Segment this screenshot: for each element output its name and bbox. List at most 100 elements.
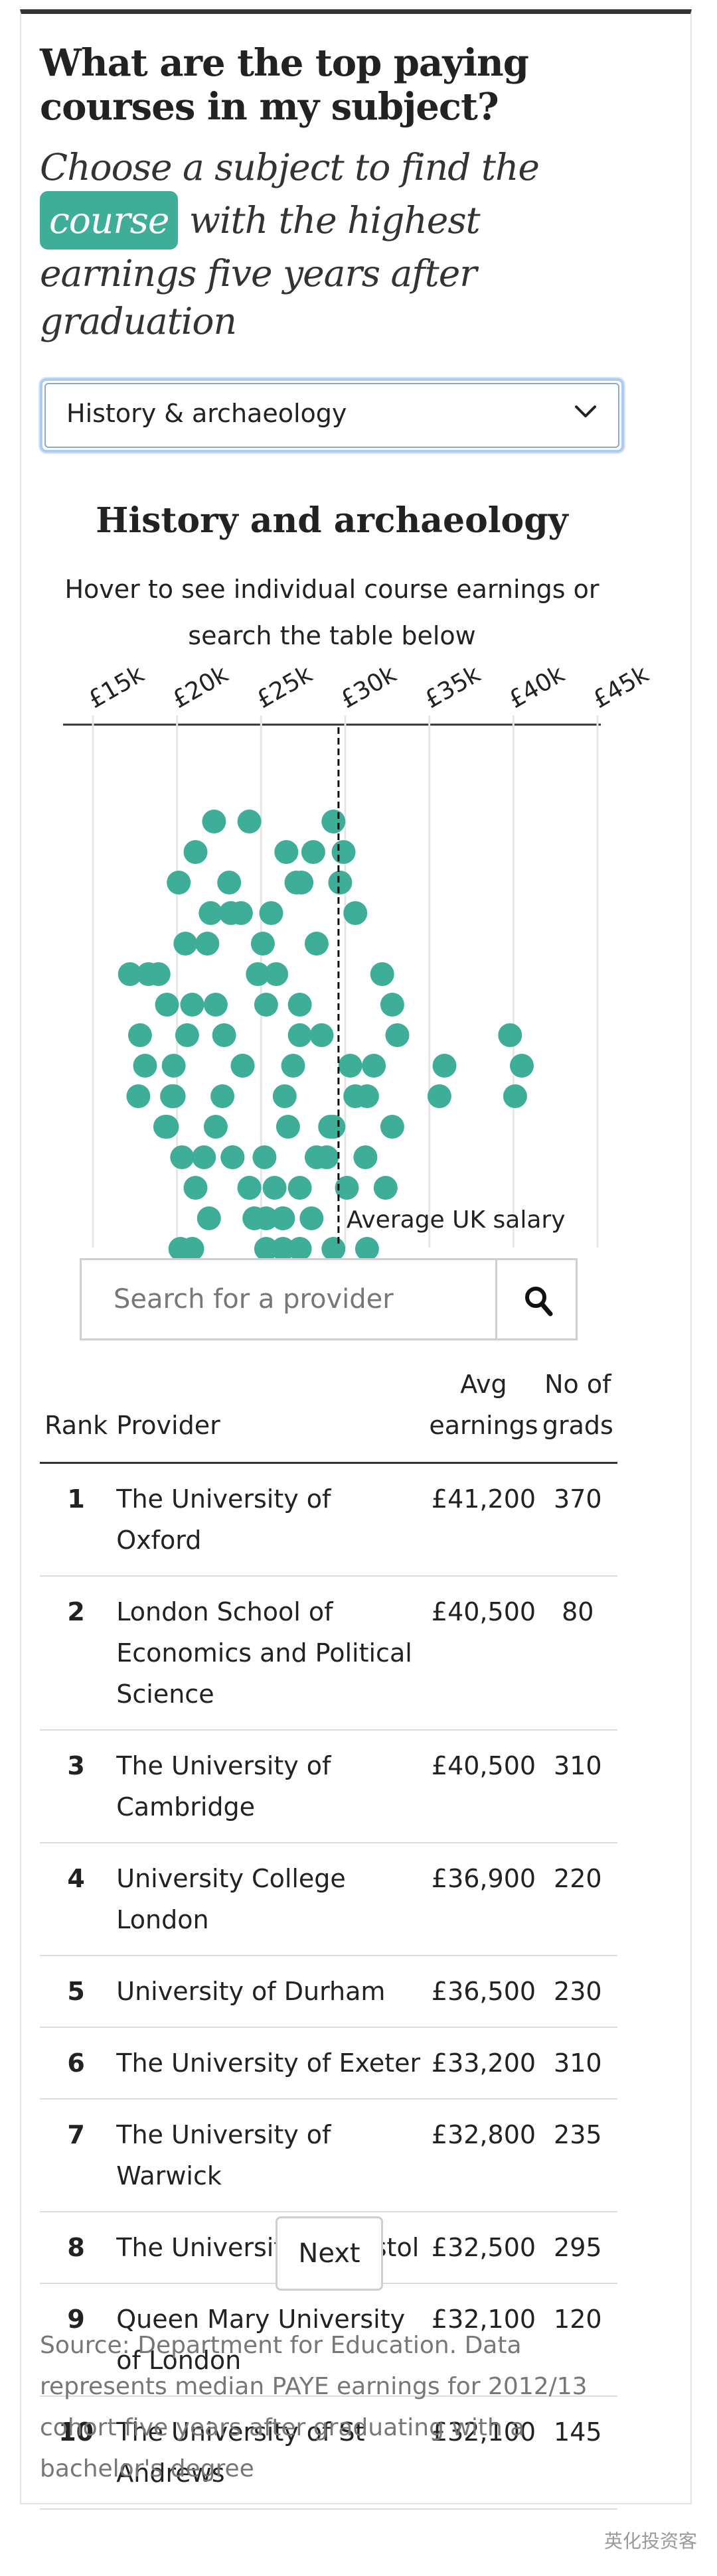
- course-point[interactable]: [301, 840, 325, 864]
- course-point[interactable]: [262, 1176, 287, 1200]
- intro: What are the top paying courses in my su…: [40, 41, 624, 659]
- cell-rank: 6: [67, 2048, 85, 2078]
- course-point[interactable]: [373, 1176, 398, 1200]
- cell-grads: 370: [554, 1484, 602, 1514]
- course-point[interactable]: [183, 840, 208, 864]
- course-point[interactable]: [338, 1054, 362, 1078]
- course-point[interactable]: [432, 1054, 457, 1078]
- cell-provider: University of Durham: [116, 1977, 386, 2006]
- course-point[interactable]: [498, 1023, 522, 1047]
- course-point[interactable]: [250, 932, 275, 956]
- course-point[interactable]: [287, 1237, 312, 1261]
- course-point[interactable]: [343, 901, 368, 925]
- course-point[interactable]: [133, 1054, 157, 1078]
- course-point[interactable]: [510, 1054, 534, 1078]
- cell-earnings: £32,100: [431, 2305, 536, 2334]
- course-point[interactable]: [195, 932, 220, 956]
- course-point[interactable]: [304, 1145, 329, 1169]
- cell-earnings: £32,800: [431, 2120, 536, 2149]
- table-row: 2 London School of Economics and Politica…: [40, 1576, 617, 1730]
- course-point[interactable]: [328, 871, 353, 894]
- course-point[interactable]: [287, 1176, 312, 1200]
- course-point[interactable]: [427, 1084, 451, 1108]
- cell-rank: 3: [67, 1751, 85, 1780]
- course-point[interactable]: [362, 1054, 386, 1078]
- course-point[interactable]: [287, 993, 312, 1017]
- course-point[interactable]: [271, 1206, 295, 1230]
- course-point[interactable]: [199, 901, 223, 925]
- course-point[interactable]: [254, 1237, 278, 1261]
- course-point[interactable]: [321, 1115, 346, 1139]
- course-point[interactable]: [355, 1237, 379, 1261]
- course-point[interactable]: [331, 840, 356, 864]
- course-point[interactable]: [281, 1054, 305, 1078]
- course-point[interactable]: [289, 871, 314, 894]
- course-point[interactable]: [173, 932, 198, 956]
- course-point[interactable]: [274, 840, 299, 864]
- course-point[interactable]: [276, 1115, 300, 1139]
- cell-earnings: £40,500: [431, 1751, 536, 1780]
- course-point[interactable]: [202, 810, 226, 833]
- cell-grads: 145: [554, 2417, 602, 2447]
- course-point[interactable]: [299, 1206, 324, 1230]
- table-row: 6 The University of Exeter £33,200 310: [40, 2027, 617, 2099]
- standfirst-highlight: course: [40, 191, 179, 250]
- next-button[interactable]: Next: [276, 2216, 383, 2291]
- course-point[interactable]: [271, 1237, 295, 1261]
- course-point[interactable]: [218, 901, 243, 925]
- course-point[interactable]: [252, 1145, 277, 1169]
- standfirst-after: with the highest earnings five years aft…: [40, 199, 481, 342]
- course-point[interactable]: [385, 1023, 410, 1047]
- course-point[interactable]: [230, 1054, 255, 1078]
- table-header-row: Rank Provider Avg earnings No of grads: [40, 1364, 617, 1463]
- course-point[interactable]: [155, 993, 179, 1017]
- course-point[interactable]: [246, 962, 270, 986]
- course-point[interactable]: [170, 1145, 195, 1169]
- course-point[interactable]: [217, 871, 242, 894]
- course-point[interactable]: [254, 993, 278, 1017]
- course-point[interactable]: [146, 962, 171, 986]
- course-point[interactable]: [175, 1023, 199, 1047]
- course-point[interactable]: [355, 1084, 379, 1108]
- course-point[interactable]: [168, 1237, 193, 1261]
- course-point[interactable]: [335, 1176, 359, 1200]
- course-point[interactable]: [160, 1084, 185, 1108]
- course-point[interactable]: [127, 1023, 152, 1047]
- course-point[interactable]: [203, 1115, 228, 1139]
- course-point[interactable]: [126, 1084, 151, 1108]
- course-point[interactable]: [153, 1115, 177, 1139]
- course-point[interactable]: [370, 962, 394, 986]
- course-point[interactable]: [203, 993, 228, 1017]
- course-point[interactable]: [264, 962, 289, 986]
- course-point[interactable]: [309, 1023, 334, 1047]
- course-point[interactable]: [183, 1176, 208, 1200]
- course-point[interactable]: [503, 1084, 527, 1108]
- course-point[interactable]: [254, 1206, 278, 1230]
- course-point[interactable]: [220, 1145, 245, 1169]
- course-point[interactable]: [161, 1054, 186, 1078]
- course-point[interactable]: [380, 1115, 404, 1139]
- cell-grads: 310: [554, 1751, 602, 1780]
- search-input[interactable]: [80, 1258, 495, 1340]
- course-point[interactable]: [237, 810, 262, 833]
- x-tick-label: £40k: [504, 660, 569, 713]
- search-button[interactable]: [495, 1258, 578, 1340]
- course-point[interactable]: [197, 1206, 221, 1230]
- course-point[interactable]: [192, 1145, 216, 1169]
- course-point[interactable]: [353, 1145, 378, 1169]
- course-point[interactable]: [380, 993, 404, 1017]
- course-point[interactable]: [321, 1237, 346, 1261]
- course-point[interactable]: [212, 1023, 236, 1047]
- course-point[interactable]: [167, 871, 191, 894]
- course-point[interactable]: [180, 993, 204, 1017]
- course-point[interactable]: [287, 1023, 312, 1047]
- subject-select[interactable]: History & archaeology: [40, 378, 624, 453]
- course-point[interactable]: [118, 962, 142, 986]
- course-point[interactable]: [259, 901, 283, 925]
- page-title: What are the top paying courses in my su…: [40, 41, 529, 129]
- course-point[interactable]: [272, 1084, 297, 1108]
- course-point[interactable]: [237, 1176, 262, 1200]
- course-point[interactable]: [321, 810, 346, 833]
- course-point[interactable]: [210, 1084, 235, 1108]
- course-point[interactable]: [304, 932, 329, 956]
